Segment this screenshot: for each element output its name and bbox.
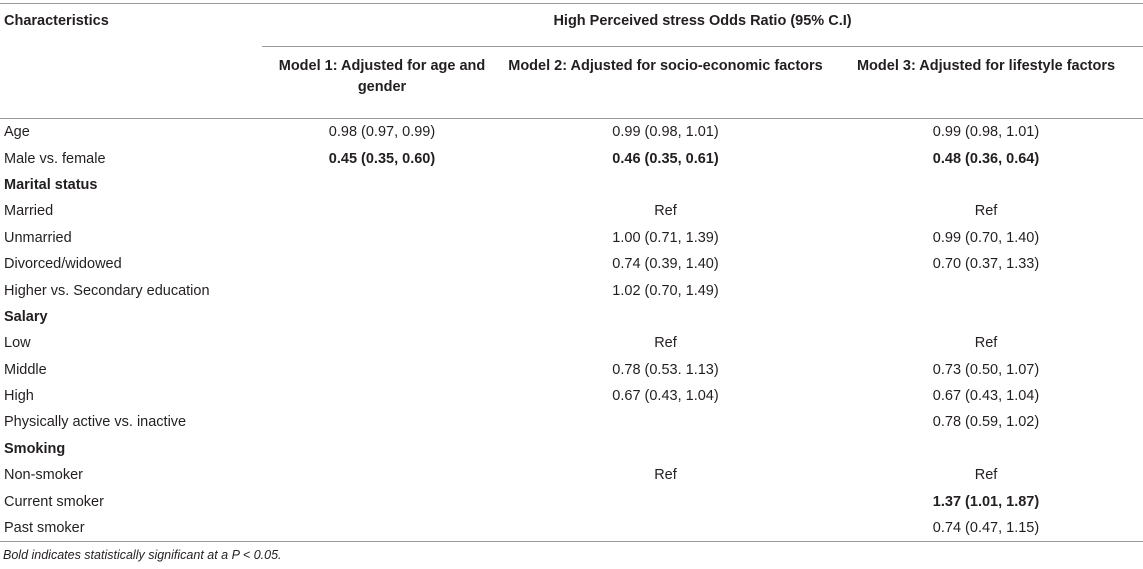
- cell-model1: [262, 330, 502, 356]
- table-row: High 0.67 (0.43, 1.04) 0.67 (0.43, 1.04): [0, 383, 1143, 409]
- cell-model1: [262, 277, 502, 303]
- row-label: Married: [4, 203, 54, 220]
- cell-model3: Ref: [974, 203, 998, 220]
- row-label: Smoking: [4, 440, 66, 457]
- cell-model2: 0.99 (0.98, 1.01): [612, 124, 719, 141]
- cell-model3: 0.74 (0.47, 1.15): [932, 520, 1040, 537]
- cell-model1: 0.98 (0.97, 0.99): [328, 124, 436, 141]
- table-row: Higher vs. Secondary education 1.02 (0.70…: [0, 277, 1143, 303]
- cell-model1: [262, 251, 502, 277]
- cell-model1: [262, 172, 502, 198]
- table-row: Married Ref Ref: [0, 198, 1143, 224]
- odds-ratio-table: Characteristics High Perceived stress Od…: [0, 3, 1143, 542]
- table-row: Salary: [0, 304, 1143, 330]
- cell-model3: 0.73 (0.50, 1.07): [932, 361, 1040, 378]
- row-label: Unmarried: [4, 229, 72, 246]
- cell-model1: [262, 198, 502, 224]
- header-model1: Model 1: Adjusted for age and gender: [278, 58, 486, 95]
- row-label: Low: [4, 335, 31, 352]
- cell-model2: 1.00 (0.71, 1.39): [612, 229, 719, 246]
- table-footnote: Bold indicates statistically significant…: [3, 548, 282, 562]
- row-label: Marital status: [4, 176, 98, 193]
- header-group: High Perceived stress Odds Ratio (95% C.…: [262, 3, 1143, 47]
- row-label: Current smoker: [4, 493, 104, 510]
- table-row: Current smoker 1.37 (1.01, 1.87): [0, 488, 1143, 514]
- table-row: Unmarried 1.00 (0.71, 1.39) 0.99 (0.70, 1.…: [0, 225, 1143, 251]
- table-row: Age 0.98 (0.97, 0.99) 0.99 (0.98, 1.01) 0.9…: [0, 119, 1143, 146]
- table-row: Middle 0.78 (0.53. 1.13) 0.73 (0.50, 1.07): [0, 357, 1143, 383]
- cell-model2: Ref: [654, 203, 677, 220]
- row-label: Non-smoker: [4, 467, 83, 484]
- cell-model3: Ref: [974, 335, 998, 352]
- cell-model1: [262, 488, 502, 514]
- cell-model2: Ref: [654, 335, 677, 352]
- cell-model3: [829, 277, 1143, 303]
- cell-model1: [262, 409, 502, 435]
- cell-model1: [262, 225, 502, 251]
- header-empty: [0, 47, 262, 119]
- cell-model2: [502, 304, 829, 330]
- cell-model3: 0.70 (0.37, 1.33): [932, 256, 1040, 273]
- cell-model3: 0.99 (0.70, 1.40): [932, 229, 1040, 246]
- cell-model1: [262, 436, 502, 462]
- cell-model2: [502, 436, 829, 462]
- cell-model2: [502, 488, 829, 514]
- row-label: Salary: [4, 308, 48, 325]
- cell-model2: 0.46 (0.35, 0.61): [612, 150, 719, 167]
- cell-model1: [262, 304, 502, 330]
- cell-model1: 0.45 (0.35, 0.60): [328, 150, 436, 167]
- header-model2: Model 2: Adjusted for socio-economic fac…: [508, 58, 823, 74]
- table-row: Physically active vs. inactive 0.78 (0.59…: [0, 409, 1143, 435]
- cell-model2: 1.02 (0.70, 1.49): [612, 282, 719, 299]
- row-label: Middle: [4, 361, 47, 378]
- cell-model2: [502, 172, 829, 198]
- cell-model3: 0.99 (0.98, 1.01): [932, 124, 1040, 141]
- cell-model3: Ref: [974, 467, 998, 484]
- cell-model2: [502, 409, 829, 435]
- cell-model3: 0.67 (0.43, 1.04): [932, 388, 1040, 405]
- cell-model3: 0.78 (0.59, 1.02): [932, 414, 1040, 431]
- cell-model1: [262, 383, 502, 409]
- cell-model2: 0.78 (0.53. 1.13): [612, 361, 719, 378]
- cell-model3: [829, 304, 1143, 330]
- row-label: Higher vs. Secondary education: [4, 282, 210, 299]
- header-row-group: Characteristics High Perceived stress Od…: [0, 3, 1143, 47]
- table-row: Marital status: [0, 172, 1143, 198]
- cell-model2: [502, 515, 829, 542]
- cell-model2: Ref: [654, 467, 677, 484]
- cell-model3: 1.37 (1.01, 1.87): [932, 493, 1040, 510]
- cell-model1: [262, 515, 502, 542]
- cell-model1: [262, 462, 502, 488]
- cell-model1: [262, 357, 502, 383]
- table-row: Divorced/widowed 0.74 (0.39, 1.40) 0.70 (0…: [0, 251, 1143, 277]
- cell-model2: 0.74 (0.39, 1.40): [612, 256, 719, 273]
- row-label: Physically active vs. inactive: [4, 414, 187, 431]
- table-row: Smoking: [0, 436, 1143, 462]
- header-model3: Model 3: Adjusted for lifestyle factors: [856, 58, 1116, 74]
- table-row: Non-smoker Ref Ref: [0, 462, 1143, 488]
- row-label: Past smoker: [4, 520, 85, 537]
- cell-model2: 0.67 (0.43, 1.04): [612, 388, 719, 405]
- cell-model3: 0.48 (0.36, 0.64): [932, 150, 1040, 167]
- header-row-models: Model 1: Adjusted for age and gender Mod…: [0, 47, 1143, 119]
- table-row: Low Ref Ref: [0, 330, 1143, 356]
- table-row: Past smoker 0.74 (0.47, 1.15): [0, 515, 1143, 542]
- row-label: High: [4, 388, 34, 405]
- table-body: Age 0.98 (0.97, 0.99) 0.99 (0.98, 1.01) 0.9…: [0, 119, 1143, 542]
- cell-model3: [829, 172, 1143, 198]
- header-characteristics: Characteristics: [4, 13, 109, 29]
- cell-model3: [829, 436, 1143, 462]
- table-row: Male vs. female 0.45 (0.35, 0.60) 0.46 (0.…: [0, 145, 1143, 171]
- row-label: Divorced/widowed: [4, 256, 122, 273]
- row-label: Age: [4, 124, 30, 141]
- row-label: Male vs. female: [4, 150, 106, 167]
